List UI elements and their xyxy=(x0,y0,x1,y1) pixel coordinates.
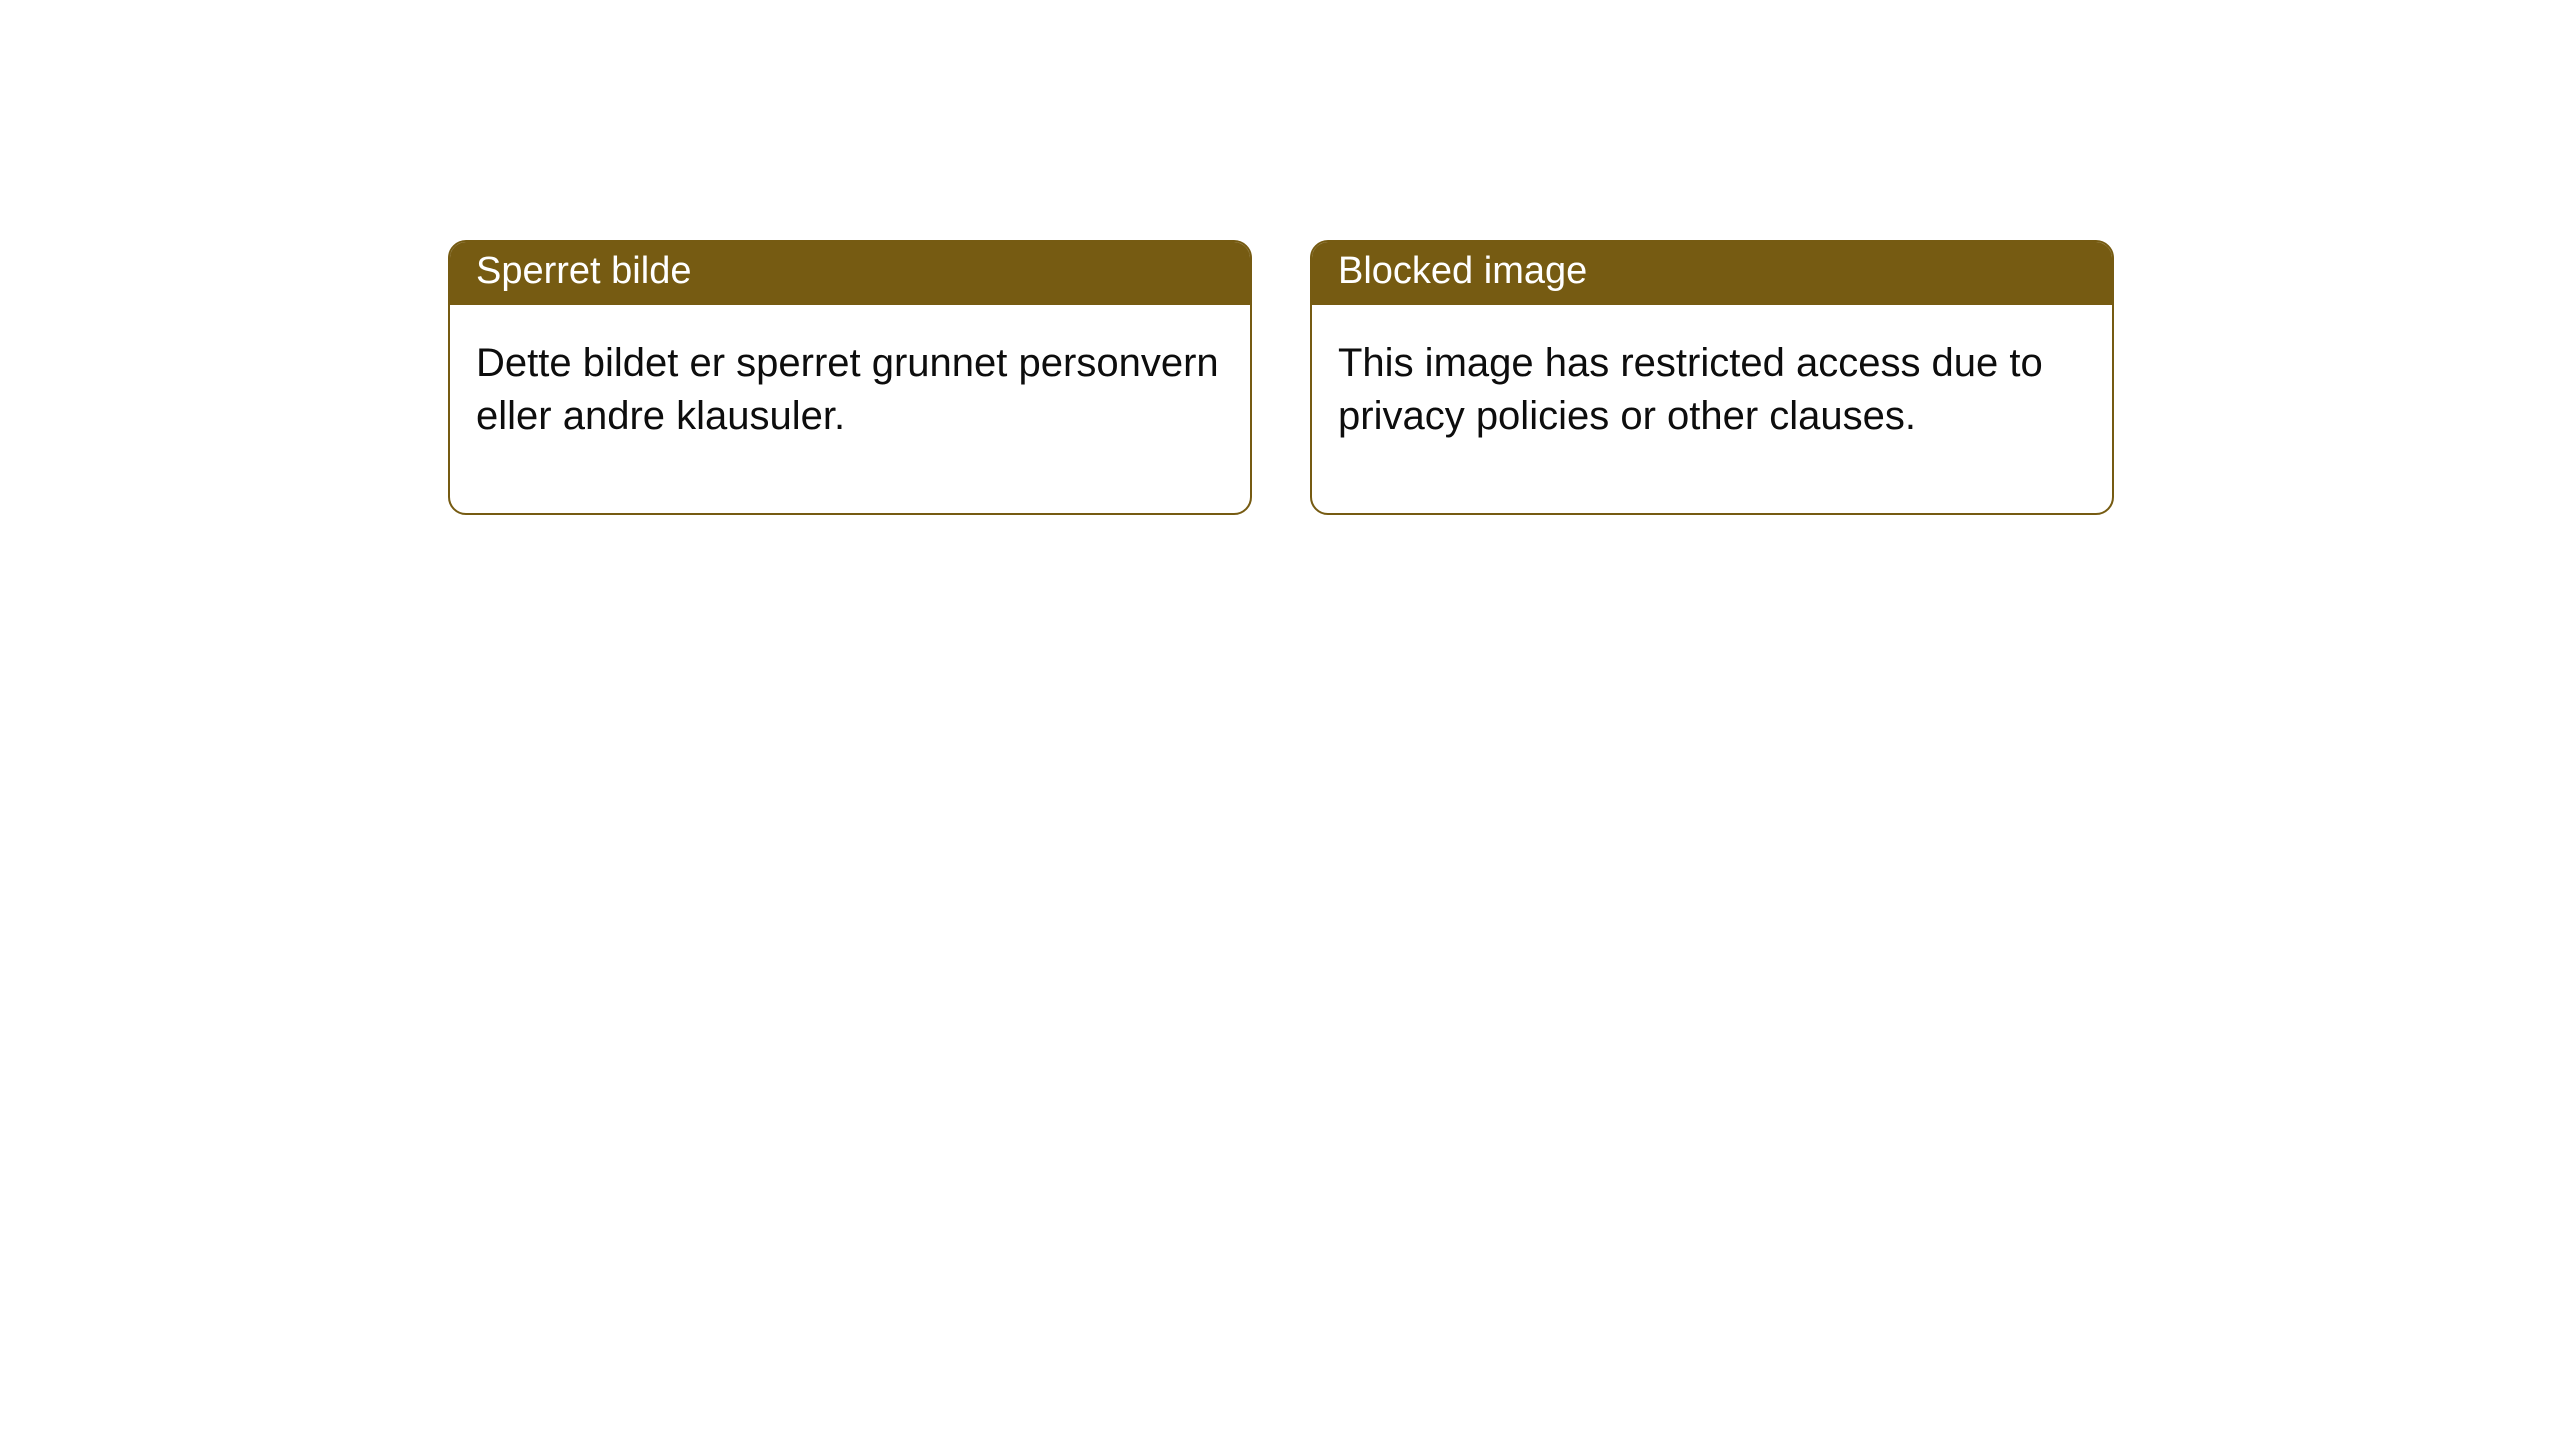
notice-card-norwegian: Sperret bilde Dette bildet er sperret gr… xyxy=(448,240,1252,515)
notice-container: Sperret bilde Dette bildet er sperret gr… xyxy=(448,240,2114,515)
notice-body-english: This image has restricted access due to … xyxy=(1312,305,2112,513)
notice-header-english: Blocked image xyxy=(1312,242,2112,305)
notice-body-norwegian: Dette bildet er sperret grunnet personve… xyxy=(450,305,1250,513)
notice-card-english: Blocked image This image has restricted … xyxy=(1310,240,2114,515)
notice-header-norwegian: Sperret bilde xyxy=(450,242,1250,305)
